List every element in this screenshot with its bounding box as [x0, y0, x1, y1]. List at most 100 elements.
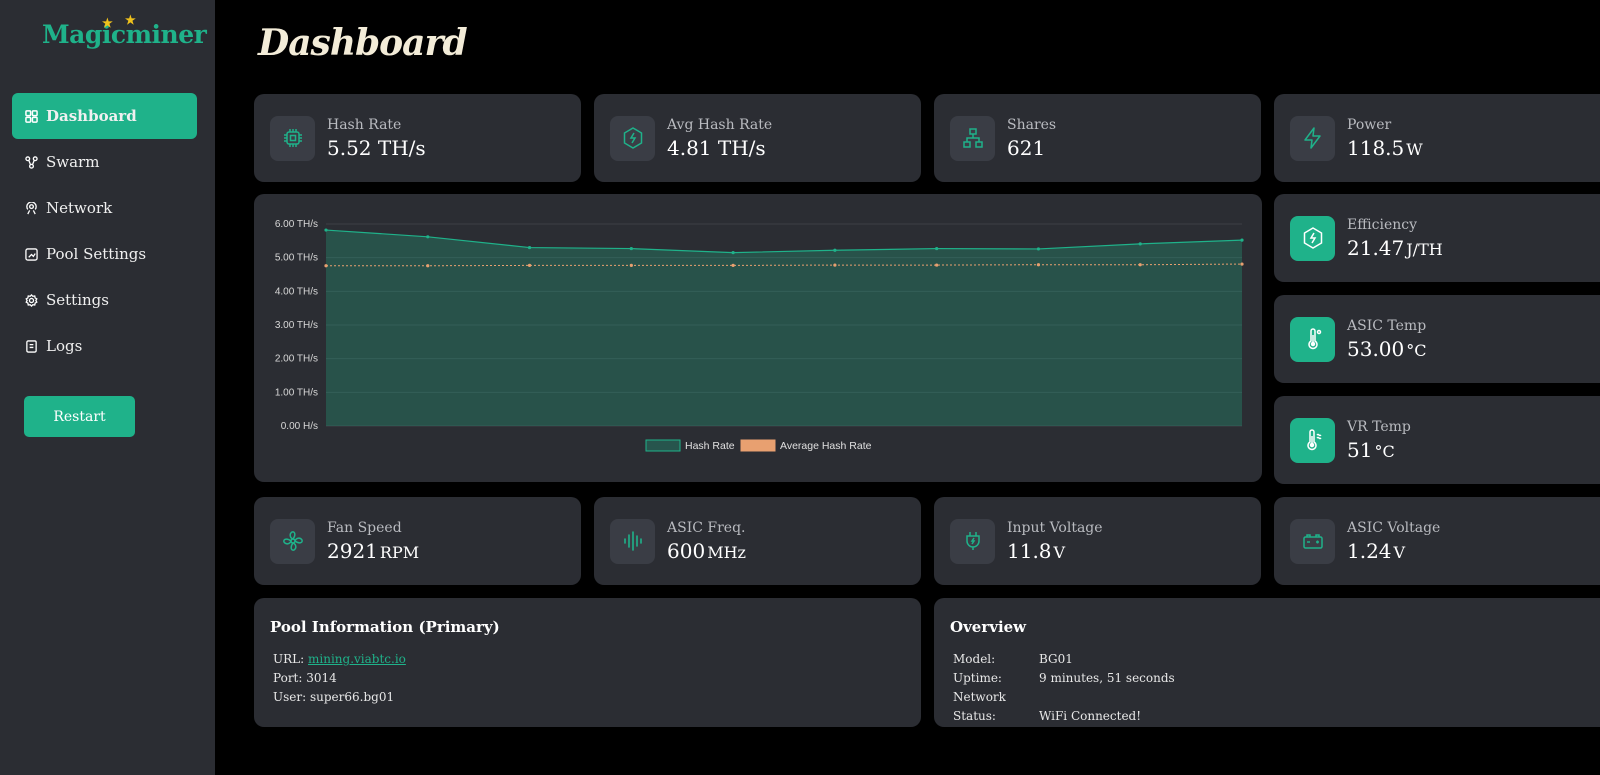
y-tick-label: 1.00 TH/s: [275, 387, 318, 398]
avg-hash-rate-point: [1036, 263, 1041, 267]
pool-url-link[interactable]: mining.viabtc.io: [308, 652, 406, 666]
y-tick-label: 3.00 TH/s: [275, 320, 318, 331]
hash-rate-area: [326, 230, 1242, 426]
user-label: User:: [273, 690, 307, 704]
vr-temp-value: 51 °C: [1347, 437, 1395, 462]
network-icon: [26, 201, 37, 214]
legend-swatch-hash-rate: [645, 439, 681, 452]
grid-icon: [25, 109, 38, 123]
y-tick-label: 6.00 TH/s: [275, 219, 318, 230]
avg-hash-rate-value: 4.81 TH/s: [667, 135, 766, 160]
stat-label: ASIC Voltage: [1347, 519, 1441, 536]
battery-icon: [1290, 518, 1335, 564]
y-tick-label: 4.00 TH/s: [275, 286, 318, 297]
hexagon-bolt-icon: [1290, 215, 1335, 261]
bolt-icon: [1290, 115, 1335, 161]
sidebar-item-settings[interactable]: Settings: [12, 277, 197, 323]
y-tick-label: 5.00 TH/s: [275, 253, 318, 264]
fan-speed-card: Fan Speed 2921 RPM: [254, 497, 581, 585]
shares-card: Shares 621: [934, 94, 1261, 182]
stat-label: Shares: [1007, 116, 1057, 133]
hash-rate-point: [1138, 242, 1142, 246]
chart-canvas: 6.00 TH/s 5.00 TH/s 4.00 TH/s 3.00 TH/s 2.00…: [275, 219, 1244, 452]
thermometer-icon: [1290, 316, 1335, 362]
overview-rows: Model: BG01 Uptime: 9 minutes, 51 seconds …: [953, 650, 1175, 726]
stat-label: Hash Rate: [327, 116, 402, 133]
input-voltage-value: 11.8 V: [1007, 538, 1066, 563]
hash-rate-point: [426, 235, 430, 239]
avg-hash-rate-point: [935, 263, 939, 267]
fan-speed-value: 2921 RPM: [327, 538, 420, 563]
sidebar-item-label: Network: [46, 199, 113, 217]
swarm-icon: [25, 155, 38, 169]
avg-hash-rate-point: [527, 263, 532, 268]
avg-hash-rate-point: [629, 263, 633, 268]
y-tick-label: 2.00 TH/s: [275, 354, 318, 365]
page-title: Dashboard: [258, 22, 468, 64]
shares-value: 621: [1007, 135, 1046, 160]
hash-rate-line: [325, 229, 1243, 254]
stat-label: ASIC Temp: [1347, 317, 1427, 334]
efficiency-card: Efficiency 21.47 J/TH: [1274, 194, 1600, 282]
overview-card: Overview Model: BG01 Uptime: 9 minutes, 51…: [934, 598, 1600, 727]
sidebar-item-pool-settings[interactable]: Pool Settings: [12, 231, 197, 277]
hash-rate-point: [324, 228, 328, 232]
pool-info-rows: URL: mining.viabtc.io Port: 3014 User: s…: [273, 650, 406, 707]
logs-icon: [26, 339, 37, 353]
stat-label: Efficiency: [1347, 216, 1418, 233]
logo[interactable]: Magicminer ★ ★: [42, 13, 207, 49]
stat-label: Power: [1347, 116, 1392, 133]
stat-label: ASIC Freq.: [667, 519, 746, 536]
hash-rate-point: [731, 251, 735, 255]
sidebar-item-swarm[interactable]: Swarm: [12, 139, 197, 185]
thermometer-icon: [1290, 417, 1335, 463]
hash-rate-point: [935, 246, 939, 251]
sidebar-item-logs[interactable]: Logs: [12, 323, 197, 369]
avg-hash-rate-line: [326, 263, 1243, 267]
avg-hash-rate-card: Avg Hash Rate 4.81 TH/s: [594, 94, 921, 182]
pool-info-title: Pool Information (Primary): [270, 618, 500, 636]
avg-hash-rate-point: [426, 264, 430, 268]
stat-label: Fan Speed: [327, 519, 402, 536]
hash-rate-point: [527, 245, 532, 250]
efficiency-value: 21.47 J/TH: [1347, 235, 1443, 260]
hash-rate-point: [1036, 247, 1041, 251]
star-icon: ★: [102, 16, 113, 30]
avg-hash-rate-point: [324, 264, 328, 268]
legend-swatch-avg-hash-rate: [740, 439, 776, 452]
asic-temp-value: 53.00 °C: [1347, 336, 1427, 361]
legend-label-hash-rate: Hash Rate: [685, 440, 735, 452]
avg-hash-rate-point: [1240, 262, 1244, 266]
sidebar: Magicminer ★ ★ Dashboard Swarm Network P…: [0, 0, 215, 775]
stat-label: Input Voltage: [1007, 519, 1103, 536]
sidebar-item-label: Logs: [46, 337, 83, 355]
hash-rate-point: [1240, 238, 1244, 242]
model-label: Model:: [953, 652, 996, 666]
sidebar-item-label: Pool Settings: [46, 245, 147, 263]
avg-hash-rate-point: [1138, 263, 1142, 267]
asic-temp-card: ASIC Temp 53.00 °C: [1274, 295, 1600, 383]
hash-rate-chart: 6.00 TH/s 5.00 TH/s 4.00 TH/s 3.00 TH/s 2.00…: [254, 194, 1262, 482]
power-card: Power 118.5 W: [1274, 94, 1600, 182]
hash-rate-value: 5.52 TH/s: [327, 135, 426, 160]
sidebar-item-label: Settings: [46, 291, 109, 309]
pool-info-card: Pool Information (Primary) URL: mining.v…: [254, 598, 921, 727]
restart-button[interactable]: Restart: [24, 396, 135, 437]
legend-label-avg-hash-rate: Average Hash Rate: [780, 440, 872, 452]
hash-rate-point: [833, 248, 837, 252]
model-value: BG01: [1039, 652, 1073, 666]
sidebar-item-network[interactable]: Network: [12, 185, 197, 231]
sidebar-item-label: Swarm: [46, 153, 100, 171]
stat-label: Avg Hash Rate: [667, 116, 773, 133]
overview-title: Overview: [950, 618, 1027, 636]
star-icon: ★: [125, 13, 136, 27]
url-label: URL:: [273, 652, 305, 666]
network-status-label: Network Status:: [953, 690, 1006, 723]
asic-voltage-card: ASIC Voltage 1.24 V: [1274, 497, 1600, 585]
pool-user-value: super66.bg01: [309, 690, 395, 704]
port-label: Port:: [273, 671, 303, 685]
hash-rate-card: Hash Rate 5.52 TH/s: [254, 94, 581, 182]
sidebar-nav: Dashboard Swarm Network Pool Settings Se…: [12, 93, 197, 369]
waveform-icon: [610, 518, 655, 564]
sidebar-item-dashboard[interactable]: Dashboard: [12, 93, 197, 139]
